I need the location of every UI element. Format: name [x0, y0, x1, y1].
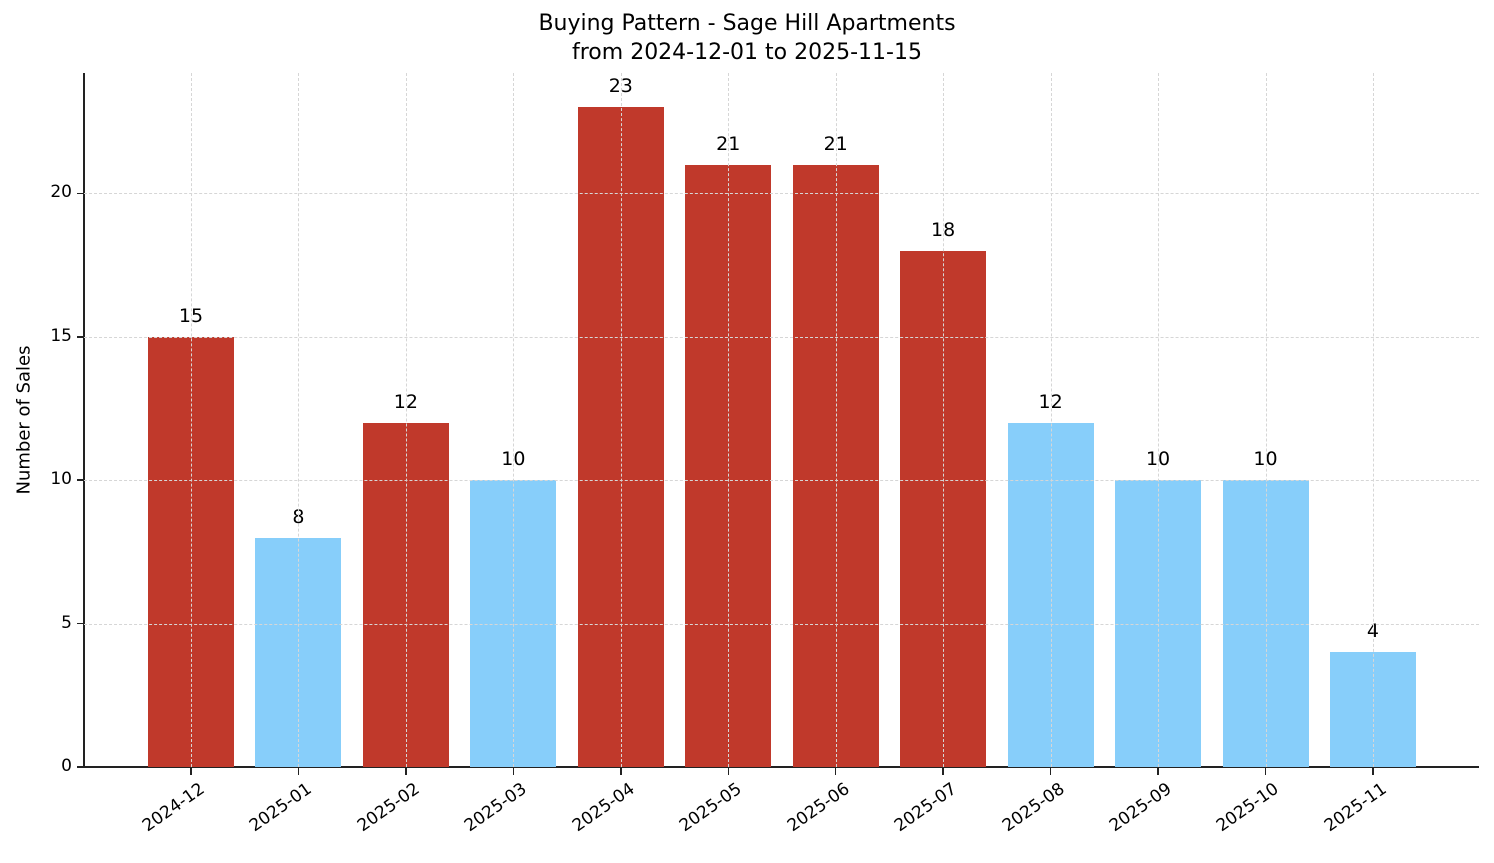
- y-axis-spine: [83, 73, 85, 768]
- x-tick: [834, 768, 837, 775]
- gridline-horizontal: [84, 193, 1479, 195]
- x-tick: [190, 768, 192, 775]
- gridline-vertical: [835, 73, 837, 767]
- x-tick-label: 2025-05: [676, 779, 746, 837]
- y-tick: [77, 336, 83, 338]
- x-tick-label: 2024-12: [138, 779, 209, 837]
- y-tick: [77, 622, 83, 625]
- y-tick-label: 20: [50, 182, 72, 203]
- gridline-vertical: [1050, 73, 1052, 767]
- x-tick-label: 2025-01: [246, 779, 316, 837]
- x-axis-spine: [83, 766, 1479, 768]
- x-tick: [405, 768, 407, 775]
- gridline-vertical: [728, 73, 730, 767]
- y-tick-label: 10: [50, 469, 72, 490]
- y-tick-label: 0: [61, 756, 72, 776]
- y-tick: [77, 766, 83, 768]
- chart-subtitle: from 2024-12-01 to 2025-11-15: [572, 40, 922, 65]
- x-tick: [727, 768, 729, 775]
- gridline-horizontal: [84, 623, 1479, 625]
- x-tick-label: 2025-04: [568, 779, 639, 837]
- x-tick-label: 2025-11: [1320, 779, 1391, 837]
- x-tick: [297, 768, 300, 775]
- gridline-vertical: [1265, 73, 1267, 767]
- x-tick-label: 2025-10: [1213, 779, 1283, 837]
- chart-title: Buying Pattern - Sage Hill Apartments: [538, 11, 956, 36]
- x-tick: [620, 768, 622, 775]
- gridline-vertical: [513, 73, 515, 767]
- y-tick-label: 5: [61, 612, 72, 633]
- x-tick: [1264, 768, 1267, 775]
- gridline-vertical: [1158, 73, 1160, 767]
- gridline-vertical: [405, 73, 407, 767]
- gridline-vertical: [943, 73, 945, 767]
- x-tick-label: 2025-08: [998, 779, 1069, 837]
- y-tick-label: 15: [50, 325, 72, 346]
- x-tick-label: 2025-07: [890, 779, 961, 837]
- x-tick-label: 2025-09: [1105, 779, 1176, 837]
- x-tick-label: 2025-02: [353, 779, 424, 837]
- x-tick-label: 2025-06: [783, 779, 854, 837]
- gridline-vertical: [1372, 73, 1374, 767]
- x-tick: [1157, 768, 1159, 775]
- x-tick: [512, 768, 515, 775]
- x-tick: [1049, 768, 1052, 775]
- y-tick: [77, 192, 83, 195]
- x-tick-label: 2025-03: [461, 779, 531, 837]
- gridline-vertical: [298, 73, 300, 767]
- gridline-horizontal: [84, 336, 1479, 338]
- x-tick: [942, 768, 944, 775]
- y-tick: [77, 479, 83, 481]
- gridline-vertical: [620, 73, 622, 767]
- gridline-vertical: [191, 73, 192, 767]
- x-tick: [1372, 768, 1374, 775]
- gridline-horizontal: [84, 480, 1479, 482]
